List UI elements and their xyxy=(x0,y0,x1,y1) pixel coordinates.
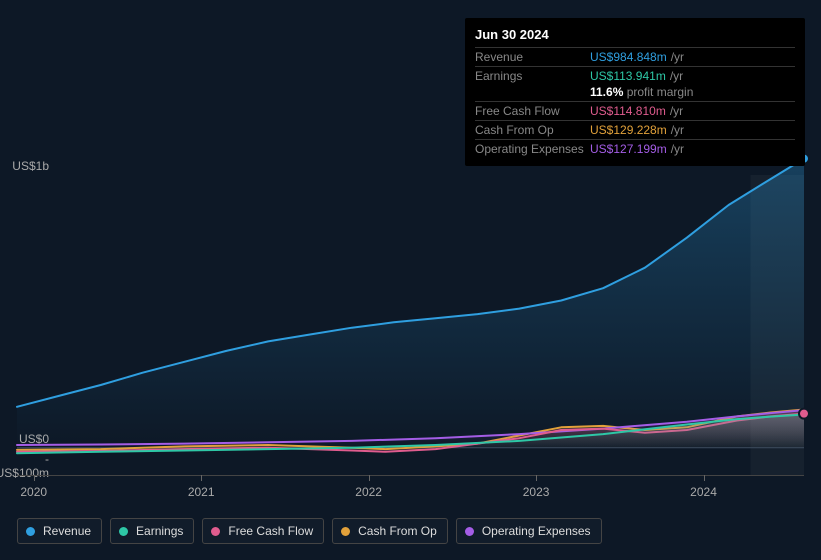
tooltip-row-value: US$129.228m xyxy=(590,123,667,137)
tooltip-row-suffix: /yr xyxy=(670,104,683,118)
legend-item-label: Cash From Op xyxy=(358,524,437,538)
tooltip-row-value: US$114.810m xyxy=(590,104,666,118)
tooltip-extra: 11.6% profit margin xyxy=(475,85,795,101)
x-axis-line xyxy=(17,475,804,476)
tooltip-row-label: Cash From Op xyxy=(475,123,590,137)
legend-dot-icon xyxy=(119,527,128,536)
x-axis-label: 2020 xyxy=(20,485,47,499)
tooltip-row: EarningsUS$113.941m/yr xyxy=(475,66,795,85)
legend-item-label: Revenue xyxy=(43,524,91,538)
x-axis-tick xyxy=(369,475,370,481)
tooltip-row-suffix: /yr xyxy=(671,142,684,156)
legend-dot-icon xyxy=(465,527,474,536)
x-axis-tick xyxy=(704,475,705,481)
tooltip-row-label: Revenue xyxy=(475,50,590,64)
tooltip-row-value: US$113.941m xyxy=(590,69,666,83)
legend-item[interactable]: Cash From Op xyxy=(332,518,448,544)
x-axis-tick xyxy=(201,475,202,481)
legend-item-label: Operating Expenses xyxy=(482,524,591,538)
legend: Revenue Earnings Free Cash Flow Cash From O… xyxy=(17,518,602,544)
legend-item[interactable]: Revenue xyxy=(17,518,102,544)
tooltip-row: Free Cash FlowUS$114.810m/yr xyxy=(475,101,795,120)
x-axis-tick xyxy=(536,475,537,481)
x-axis-tick xyxy=(34,475,35,481)
chart-tooltip: Jun 30 2024 RevenueUS$984.848m/yrEarning… xyxy=(465,18,805,166)
y-axis-label-top: US$1b xyxy=(12,159,49,173)
tooltip-row: RevenueUS$984.848m/yr xyxy=(475,47,795,66)
x-axis-label: 2024 xyxy=(690,485,717,499)
tooltip-row-label: Free Cash Flow xyxy=(475,104,590,118)
legend-dot-icon xyxy=(341,527,350,536)
financial-history-chart: US$1b US$0 -US$100m 20202021202220232024… xyxy=(0,0,821,560)
x-axis-label: 2023 xyxy=(523,485,550,499)
x-axis-label: 2022 xyxy=(355,485,382,499)
legend-item-label: Free Cash Flow xyxy=(228,524,313,538)
tooltip-row: Operating ExpensesUS$127.199m/yr xyxy=(475,139,795,158)
tooltip-row-value: US$127.199m xyxy=(590,142,667,156)
tooltip-row-value: US$984.848m xyxy=(590,50,667,64)
legend-dot-icon xyxy=(26,527,35,536)
legend-item-label: Earnings xyxy=(136,524,183,538)
plot-area[interactable] xyxy=(17,175,804,475)
tooltip-row-suffix: /yr xyxy=(671,50,684,64)
legend-item[interactable]: Free Cash Flow xyxy=(202,518,324,544)
legend-item[interactable]: Operating Expenses xyxy=(456,518,602,544)
x-axis-label: 2021 xyxy=(188,485,215,499)
tooltip-date: Jun 30 2024 xyxy=(475,24,795,47)
legend-dot-icon xyxy=(211,527,220,536)
tooltip-row-suffix: /yr xyxy=(671,123,684,137)
tooltip-row-label: Operating Expenses xyxy=(475,142,590,156)
tooltip-row-label: Earnings xyxy=(475,69,590,83)
tooltip-row: Cash From OpUS$129.228m/yr xyxy=(475,120,795,139)
legend-item[interactable]: Earnings xyxy=(110,518,194,544)
tooltip-row-suffix: /yr xyxy=(670,69,683,83)
